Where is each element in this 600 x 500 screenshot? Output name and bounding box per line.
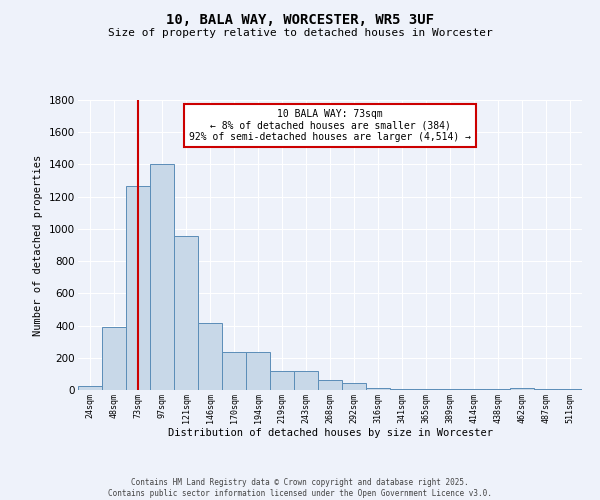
Bar: [558, 389, 582, 390]
Bar: [510, 388, 534, 390]
Bar: [198, 323, 222, 390]
Bar: [390, 389, 414, 390]
Bar: [462, 389, 486, 390]
Bar: [102, 327, 126, 390]
Bar: [270, 372, 294, 390]
Bar: [534, 389, 558, 390]
Bar: [78, 386, 102, 390]
Bar: [342, 383, 366, 390]
Text: 10 BALA WAY: 73sqm
← 8% of detached houses are smaller (384)
92% of semi-detache: 10 BALA WAY: 73sqm ← 8% of detached hous…: [189, 108, 471, 142]
Bar: [438, 389, 462, 390]
Text: Size of property relative to detached houses in Worcester: Size of property relative to detached ho…: [107, 28, 493, 38]
Bar: [294, 372, 318, 390]
Bar: [486, 389, 510, 390]
Bar: [318, 380, 342, 390]
Bar: [174, 236, 198, 390]
X-axis label: Distribution of detached houses by size in Worcester: Distribution of detached houses by size …: [167, 428, 493, 438]
Bar: [222, 352, 246, 390]
Y-axis label: Number of detached properties: Number of detached properties: [34, 154, 43, 336]
Bar: [414, 389, 438, 390]
Text: 10, BALA WAY, WORCESTER, WR5 3UF: 10, BALA WAY, WORCESTER, WR5 3UF: [166, 12, 434, 26]
Bar: [150, 164, 174, 390]
Bar: [126, 186, 150, 390]
Bar: [366, 388, 390, 390]
Text: Contains HM Land Registry data © Crown copyright and database right 2025.
Contai: Contains HM Land Registry data © Crown c…: [108, 478, 492, 498]
Bar: [246, 352, 270, 390]
